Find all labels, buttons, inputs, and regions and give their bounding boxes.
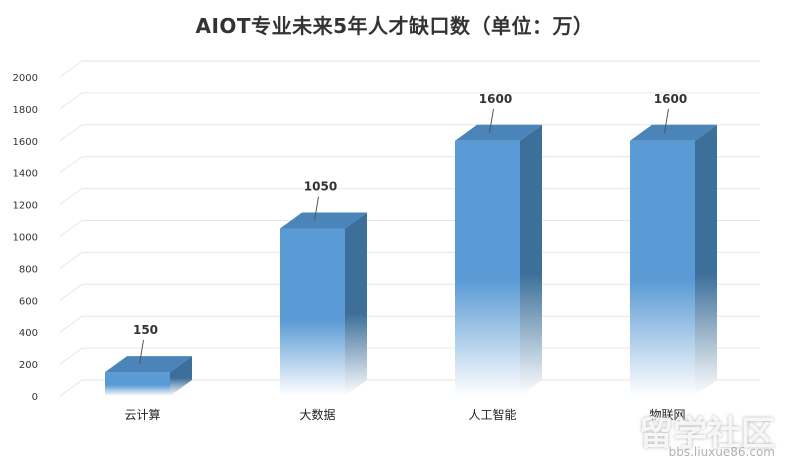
category-labels: 云计算 大数据 人工智能 物联网 [124,407,685,422]
data-labels: 150 1050 1600 1600 [133,92,687,365]
y-tick-label: 1600 [13,137,38,148]
y-tick-label: 2000 [13,73,38,84]
bar-front [455,140,520,396]
grid-lines [59,60,760,397]
bar-front [630,140,695,396]
bar-side [170,356,192,396]
data-label-leader [664,108,669,133]
category-label: 云计算 [124,407,160,422]
y-axis-ticks: 0 200 400 600 800 1000 1200 1400 1600 1800 2000 [13,73,38,403]
y-tick-label: 1200 [13,201,38,212]
y-tick-label: 1800 [13,105,38,116]
y-tick-label: 0 [32,392,38,403]
category-label: 物联网 [649,408,685,422]
bar-top [280,212,367,229]
data-label: 150 [133,323,158,337]
category-label: 大数据 [299,407,335,422]
data-label: 1050 [304,180,337,194]
bar [630,124,717,397]
category-label: 人工智能 [468,407,516,422]
bars [105,124,717,397]
watermark-url: bbs.liuxue86.com [668,445,775,459]
y-tick-label: 400 [19,328,38,339]
bar-front [280,228,345,396]
bar-top [455,124,542,141]
y-tick-label: 600 [19,296,38,307]
data-label-leader [489,108,494,133]
bar-top [105,356,192,373]
chart-title: AIOT专业未来5年人才缺口数（单位：万） [195,14,594,38]
bar [105,356,192,396]
y-tick-label: 1000 [13,233,38,244]
bar [280,212,367,396]
bar-top [630,124,717,141]
grid-line [59,60,760,78]
watermark-logo: 留学社区 [639,414,775,454]
data-label: 1600 [479,92,512,106]
grid-line [59,92,760,110]
data-label: 1600 [654,92,687,106]
data-label-leader [139,339,144,365]
bar-side [345,212,367,396]
bar-side [695,124,717,397]
y-tick-label: 200 [19,360,38,371]
bar [455,124,542,397]
y-tick-label: 800 [19,264,38,275]
y-tick-label: 1400 [13,169,38,180]
bar-front [105,372,170,396]
data-label-leader [314,196,319,221]
bar-side [520,124,542,397]
